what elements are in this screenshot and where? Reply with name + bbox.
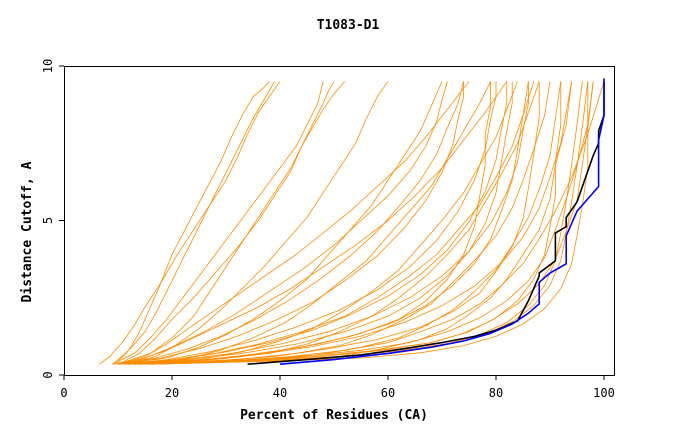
model-curve bbox=[144, 81, 589, 365]
x-axis-label: Percent of Residues (CA) bbox=[240, 408, 428, 423]
model-curve bbox=[139, 81, 562, 365]
model-curve bbox=[134, 81, 540, 365]
model-curve bbox=[117, 81, 335, 365]
model-curve bbox=[115, 81, 270, 365]
model-curve bbox=[150, 81, 583, 365]
y-axis: 0 5 10 bbox=[41, 59, 64, 379]
model-curve bbox=[134, 81, 529, 365]
model-curve bbox=[128, 81, 605, 365]
model-curve bbox=[134, 81, 540, 365]
plot-area bbox=[64, 66, 615, 376]
model-curve bbox=[128, 81, 513, 365]
model-curve bbox=[150, 81, 572, 365]
model-curve bbox=[112, 81, 275, 365]
model-curve bbox=[139, 81, 551, 365]
x-tick-label: 40 bbox=[273, 386, 287, 400]
model-curve bbox=[144, 81, 562, 365]
model-curve bbox=[123, 81, 497, 365]
background-model-curves bbox=[98, 81, 605, 365]
y-axis-label: Distance Cutoff, A bbox=[20, 161, 35, 302]
model-curve bbox=[123, 81, 535, 365]
highlight-model-curve bbox=[279, 78, 605, 365]
model-curve bbox=[123, 81, 508, 365]
y-tick-label: 5 bbox=[41, 217, 55, 224]
model-curve bbox=[128, 81, 529, 365]
y-tick-label: 10 bbox=[41, 59, 55, 73]
model-curve bbox=[117, 81, 470, 365]
x-tick-label: 60 bbox=[381, 386, 395, 400]
highlight-model-curves bbox=[247, 78, 605, 365]
x-tick-label: 80 bbox=[489, 386, 503, 400]
model-curve bbox=[112, 81, 508, 365]
model-curve bbox=[117, 81, 448, 365]
model-curve bbox=[117, 81, 346, 365]
y-tick-label: 0 bbox=[41, 371, 55, 378]
model-curve bbox=[112, 81, 324, 365]
highlight-model-curve bbox=[247, 81, 605, 365]
model-curve bbox=[139, 81, 594, 365]
model-curve bbox=[134, 81, 572, 365]
model-curve bbox=[120, 81, 443, 365]
x-tick-label: 0 bbox=[60, 386, 67, 400]
x-axis: 0 20 40 60 80 100 bbox=[60, 375, 615, 400]
x-tick-label: 100 bbox=[593, 386, 615, 400]
model-curve bbox=[150, 81, 594, 365]
model-curve bbox=[98, 81, 281, 365]
chart-title: T1083-D1 bbox=[317, 18, 380, 33]
x-tick-label: 20 bbox=[165, 386, 179, 400]
model-curve bbox=[123, 81, 389, 365]
model-curve bbox=[117, 81, 464, 365]
model-curve bbox=[117, 81, 464, 365]
plot-frame bbox=[64, 66, 615, 376]
model-curve bbox=[128, 81, 518, 365]
model-curve bbox=[128, 81, 491, 365]
